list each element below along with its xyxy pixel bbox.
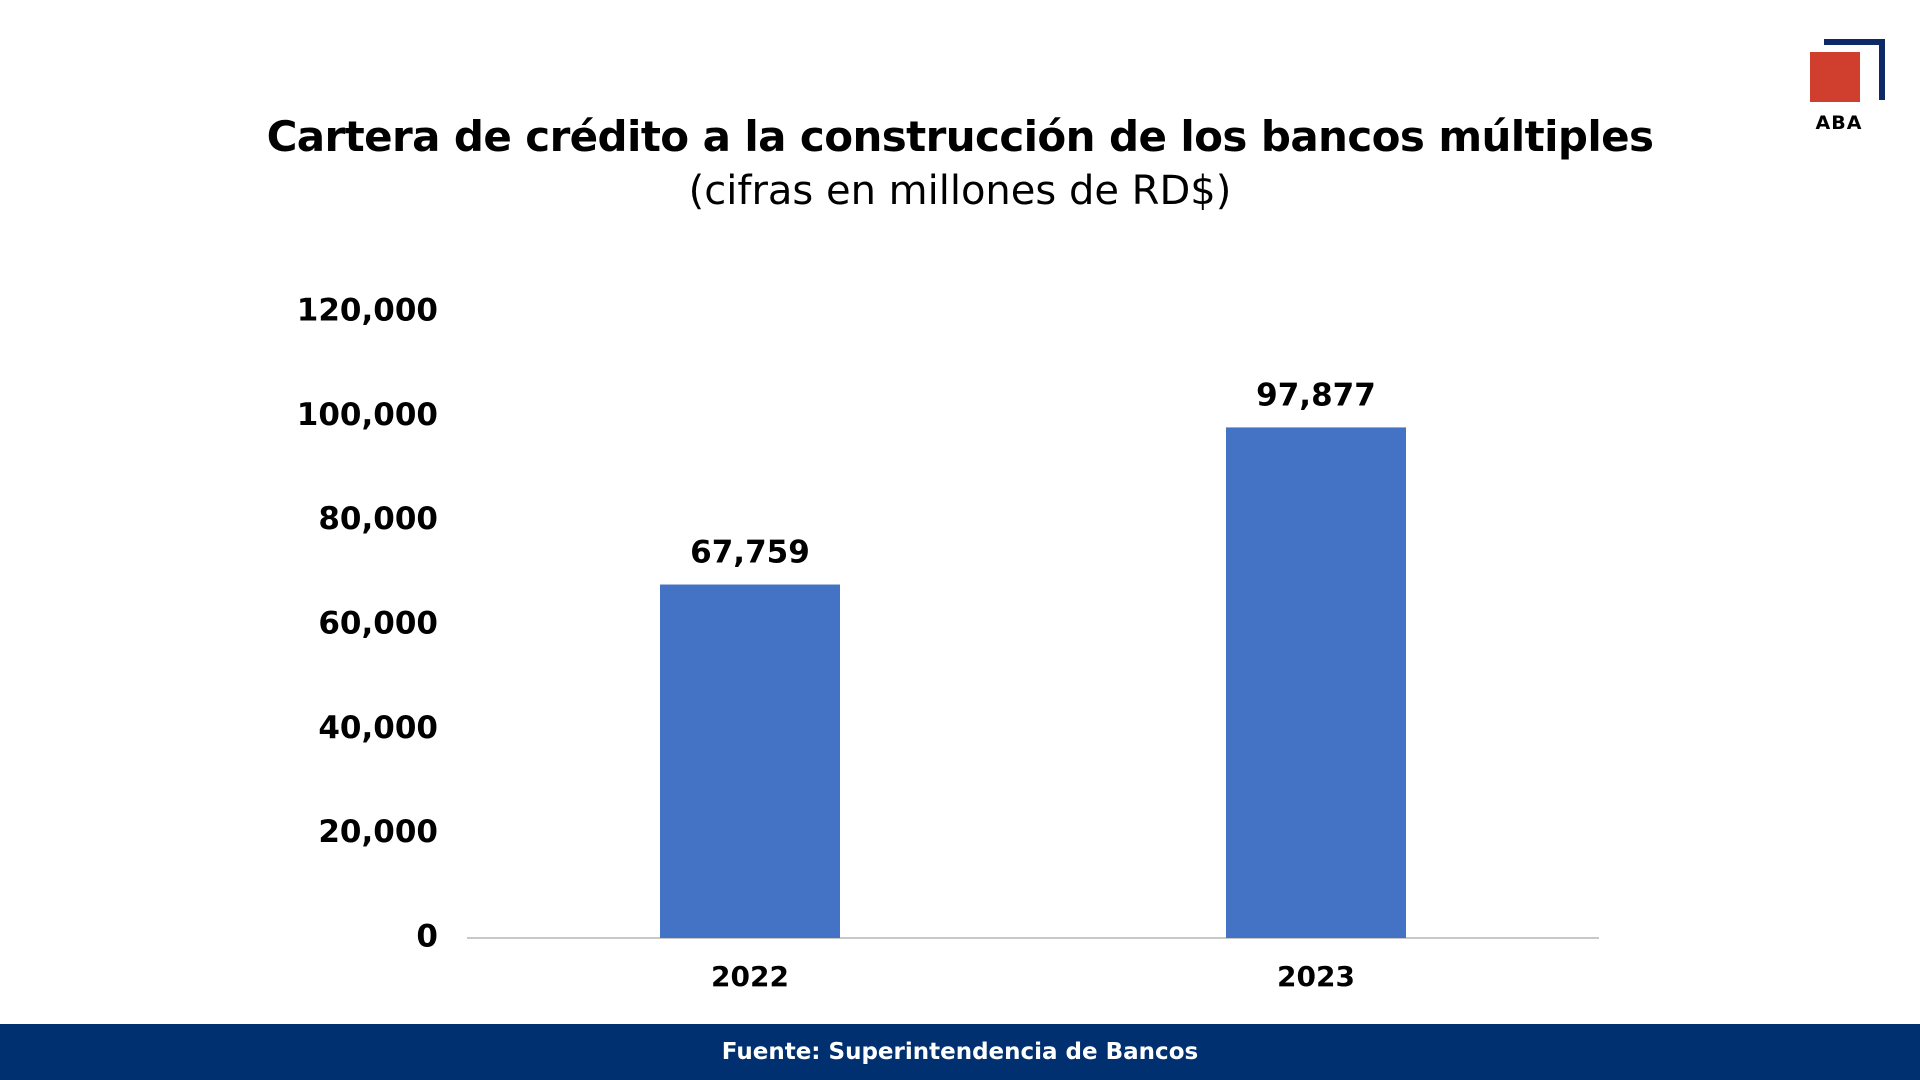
aba-logo: ABA <box>1800 28 1890 138</box>
y-tick-label: 0 <box>416 919 438 955</box>
y-tick-label: 40,000 <box>318 710 438 746</box>
bar-value-label: 97,877 <box>1256 377 1376 413</box>
x-tick-label: 2022 <box>711 960 789 993</box>
y-tick-label: 80,000 <box>318 501 438 537</box>
logo-bracket <box>1824 39 1885 100</box>
logo-mark-icon <box>1810 39 1885 102</box>
bar-value-label: 67,759 <box>690 535 810 571</box>
source-footer: Fuente: Superintendencia de Bancos <box>0 1024 1920 1080</box>
bar <box>660 584 840 938</box>
y-tick-label: 20,000 <box>318 814 438 850</box>
logo-text: ABA <box>1815 112 1863 134</box>
bar <box>1226 427 1406 938</box>
chart-title: Cartera de crédito a la construcción de … <box>266 112 1654 161</box>
logo-square <box>1810 52 1860 102</box>
x-tick-label: 2023 <box>1277 960 1355 993</box>
y-tick-label: 120,000 <box>297 293 438 329</box>
chart-subtitle: (cifras en millones de RD$) <box>688 168 1232 214</box>
y-tick-label: 100,000 <box>297 397 438 433</box>
y-tick-label: 60,000 <box>318 606 438 642</box>
